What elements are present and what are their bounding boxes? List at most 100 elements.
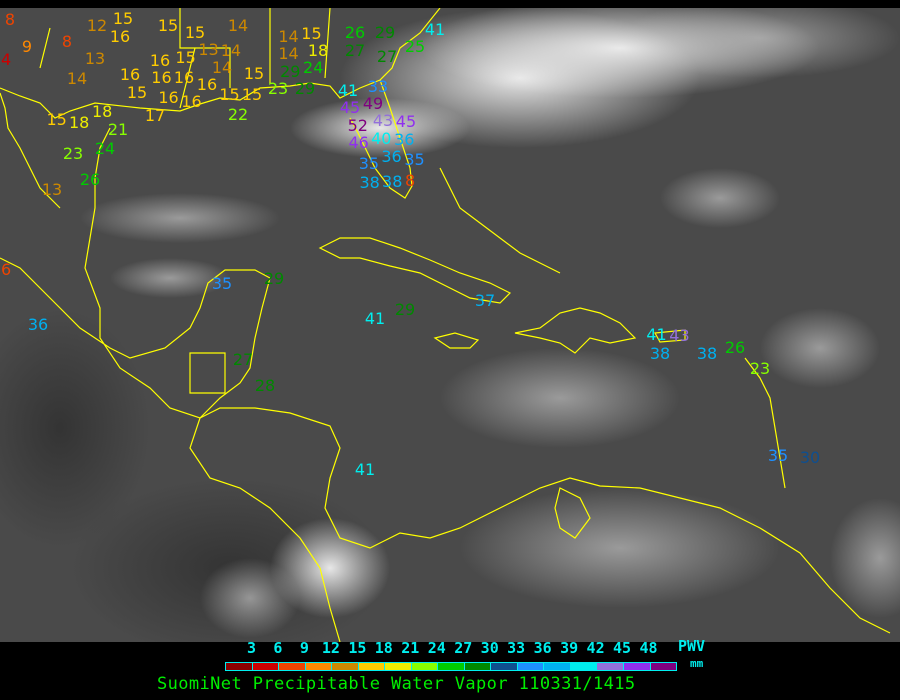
station-pwv-label: 15 bbox=[46, 110, 67, 129]
station-pwv-label: 9 bbox=[21, 37, 33, 56]
station-pwv-label: 13 bbox=[84, 49, 106, 68]
station-pwv-label: 16 bbox=[173, 68, 195, 87]
station-pwv-label: 35 bbox=[211, 274, 233, 293]
station-pwv-label: 29 bbox=[280, 61, 301, 81]
station-pwv-label: 29 bbox=[394, 300, 416, 319]
legend-tick-label: 33 bbox=[507, 639, 526, 657]
station-pwv-label: 24 bbox=[303, 58, 324, 78]
color-scale-swatch bbox=[650, 663, 677, 670]
station-pwv-label: 41 bbox=[354, 460, 376, 479]
station-pwv-label: 16 bbox=[158, 88, 179, 108]
station-pwv-label: 18 bbox=[91, 102, 113, 122]
legend-quantity: PWV bbox=[678, 637, 706, 655]
station-pwv-label: 13 bbox=[41, 180, 63, 199]
color-scale-swatch bbox=[305, 663, 333, 670]
station-labels: 8 12 15 16 15 15 14 8 9 4 13 14 16 16 16 16 16 15 13 14 14 15… bbox=[1, 10, 821, 479]
station-pwv-label: 12 bbox=[86, 16, 108, 35]
station-pwv-label: 15 bbox=[157, 16, 179, 35]
station-pwv-label: 15 bbox=[126, 82, 148, 102]
station-pwv-label: 23 bbox=[749, 359, 771, 378]
station-pwv-label: 16 bbox=[109, 26, 131, 46]
color-scale-swatch bbox=[623, 663, 651, 670]
station-pwv-label: 18 bbox=[69, 113, 90, 132]
station-pwv-label: 40 bbox=[371, 128, 392, 148]
map-title: SuomiNet Precipitable Water Vapor 110331… bbox=[157, 674, 636, 694]
station-pwv-label: 15 bbox=[184, 22, 206, 42]
legend-tick-label: 27 bbox=[454, 639, 473, 657]
station-pwv-label: 15 bbox=[243, 64, 265, 83]
station-pwv-label: 16 bbox=[149, 51, 171, 70]
station-pwv-label: 14 bbox=[227, 16, 249, 35]
station-pwv-label: 52 bbox=[347, 115, 368, 135]
station-pwv-label: 38 bbox=[359, 173, 380, 193]
color-scale-swatch bbox=[597, 663, 624, 670]
color-scale-swatch bbox=[570, 663, 598, 670]
station-pwv-label: 46 bbox=[348, 132, 369, 152]
color-scale-swatch bbox=[464, 663, 492, 670]
station-pwv-label: 29 bbox=[374, 23, 396, 42]
legend-tick-label: 48 bbox=[639, 639, 658, 657]
station-pwv-label: 8 bbox=[405, 171, 416, 190]
station-pwv-label: 28 bbox=[254, 376, 276, 395]
station-pwv-label: 26 bbox=[344, 23, 366, 43]
satellite-ir-map bbox=[0, 8, 900, 642]
station-pwv-label: 17 bbox=[144, 105, 166, 125]
station-pwv-label: 41 bbox=[337, 80, 359, 100]
station-pwv-label: 38 bbox=[696, 344, 718, 363]
station-pwv-label: 25 bbox=[404, 37, 426, 57]
station-pwv-label: 8 bbox=[4, 10, 16, 29]
legend-tick-label: 36 bbox=[533, 639, 552, 657]
station-pwv-label: 35 bbox=[358, 154, 380, 174]
station-pwv-label: 21 bbox=[107, 119, 129, 139]
color-scale-swatch bbox=[385, 663, 412, 670]
station-pwv-label: 35 bbox=[767, 446, 789, 465]
station-pwv-label: 14 bbox=[220, 40, 242, 60]
color-scale-swatch bbox=[491, 663, 518, 670]
legend-tick-label: 24 bbox=[427, 639, 446, 657]
station-pwv-label: 36 bbox=[394, 129, 415, 149]
station-pwv-label: 14 bbox=[211, 57, 233, 77]
color-scale-swatch bbox=[411, 663, 439, 670]
station-pwv-label: 15 bbox=[219, 85, 240, 104]
station-pwv-label: 13 bbox=[198, 40, 219, 60]
station-pwv-label: 27 bbox=[344, 40, 366, 60]
legend-unit: mm bbox=[690, 657, 704, 670]
station-pwv-label: 38 bbox=[649, 343, 671, 363]
station-pwv-label: 15 bbox=[175, 48, 196, 67]
station-pwv-label: 35 bbox=[404, 150, 425, 169]
legend-tick-label: 15 bbox=[348, 639, 367, 657]
station-pwv-label: 23 bbox=[62, 144, 84, 163]
station-pwv-label: 16 bbox=[196, 75, 218, 95]
station-pwv-label: 36 bbox=[27, 315, 49, 334]
station-pwv-label: 43 bbox=[372, 111, 394, 131]
station-pwv-label: 8 bbox=[61, 32, 73, 51]
station-pwv-label: 41 bbox=[424, 19, 446, 39]
legend-tick-label: 3 bbox=[246, 639, 256, 657]
station-pwv-label: 24 bbox=[94, 139, 116, 158]
station-pwv-label: 38 bbox=[382, 171, 403, 191]
legend-tick-label: 42 bbox=[586, 639, 605, 657]
coastlines bbox=[0, 8, 891, 642]
station-pwv-label: 26 bbox=[79, 170, 101, 189]
station-pwv-label: 49 bbox=[362, 93, 384, 113]
station-pwv-label: 16 bbox=[119, 65, 141, 85]
legend-tick-label: 45 bbox=[613, 639, 632, 657]
color-scale-swatch bbox=[226, 663, 253, 670]
station-pwv-label: 30 bbox=[799, 448, 821, 467]
station-pwv-label: 45 bbox=[395, 112, 417, 132]
station-pwv-label: 37 bbox=[474, 291, 496, 310]
color-scale-swatch bbox=[332, 663, 359, 670]
station-pwv-label: 6 bbox=[1, 260, 12, 279]
station-pwv-label: 26 bbox=[724, 338, 746, 357]
legend-tick-label: 30 bbox=[480, 639, 499, 657]
legend-tick-label: 18 bbox=[374, 639, 393, 657]
color-scale-swatch bbox=[252, 663, 280, 670]
legend-tick-label: 39 bbox=[560, 639, 579, 657]
station-pwv-label: 15 bbox=[301, 23, 322, 43]
color-scale-swatch bbox=[358, 663, 386, 670]
station-pwv-label: 16 bbox=[181, 92, 202, 112]
station-pwv-label: 15 bbox=[241, 85, 263, 104]
station-pwv-label: 43 bbox=[669, 326, 690, 346]
station-pwv-label: 41 bbox=[646, 324, 667, 344]
